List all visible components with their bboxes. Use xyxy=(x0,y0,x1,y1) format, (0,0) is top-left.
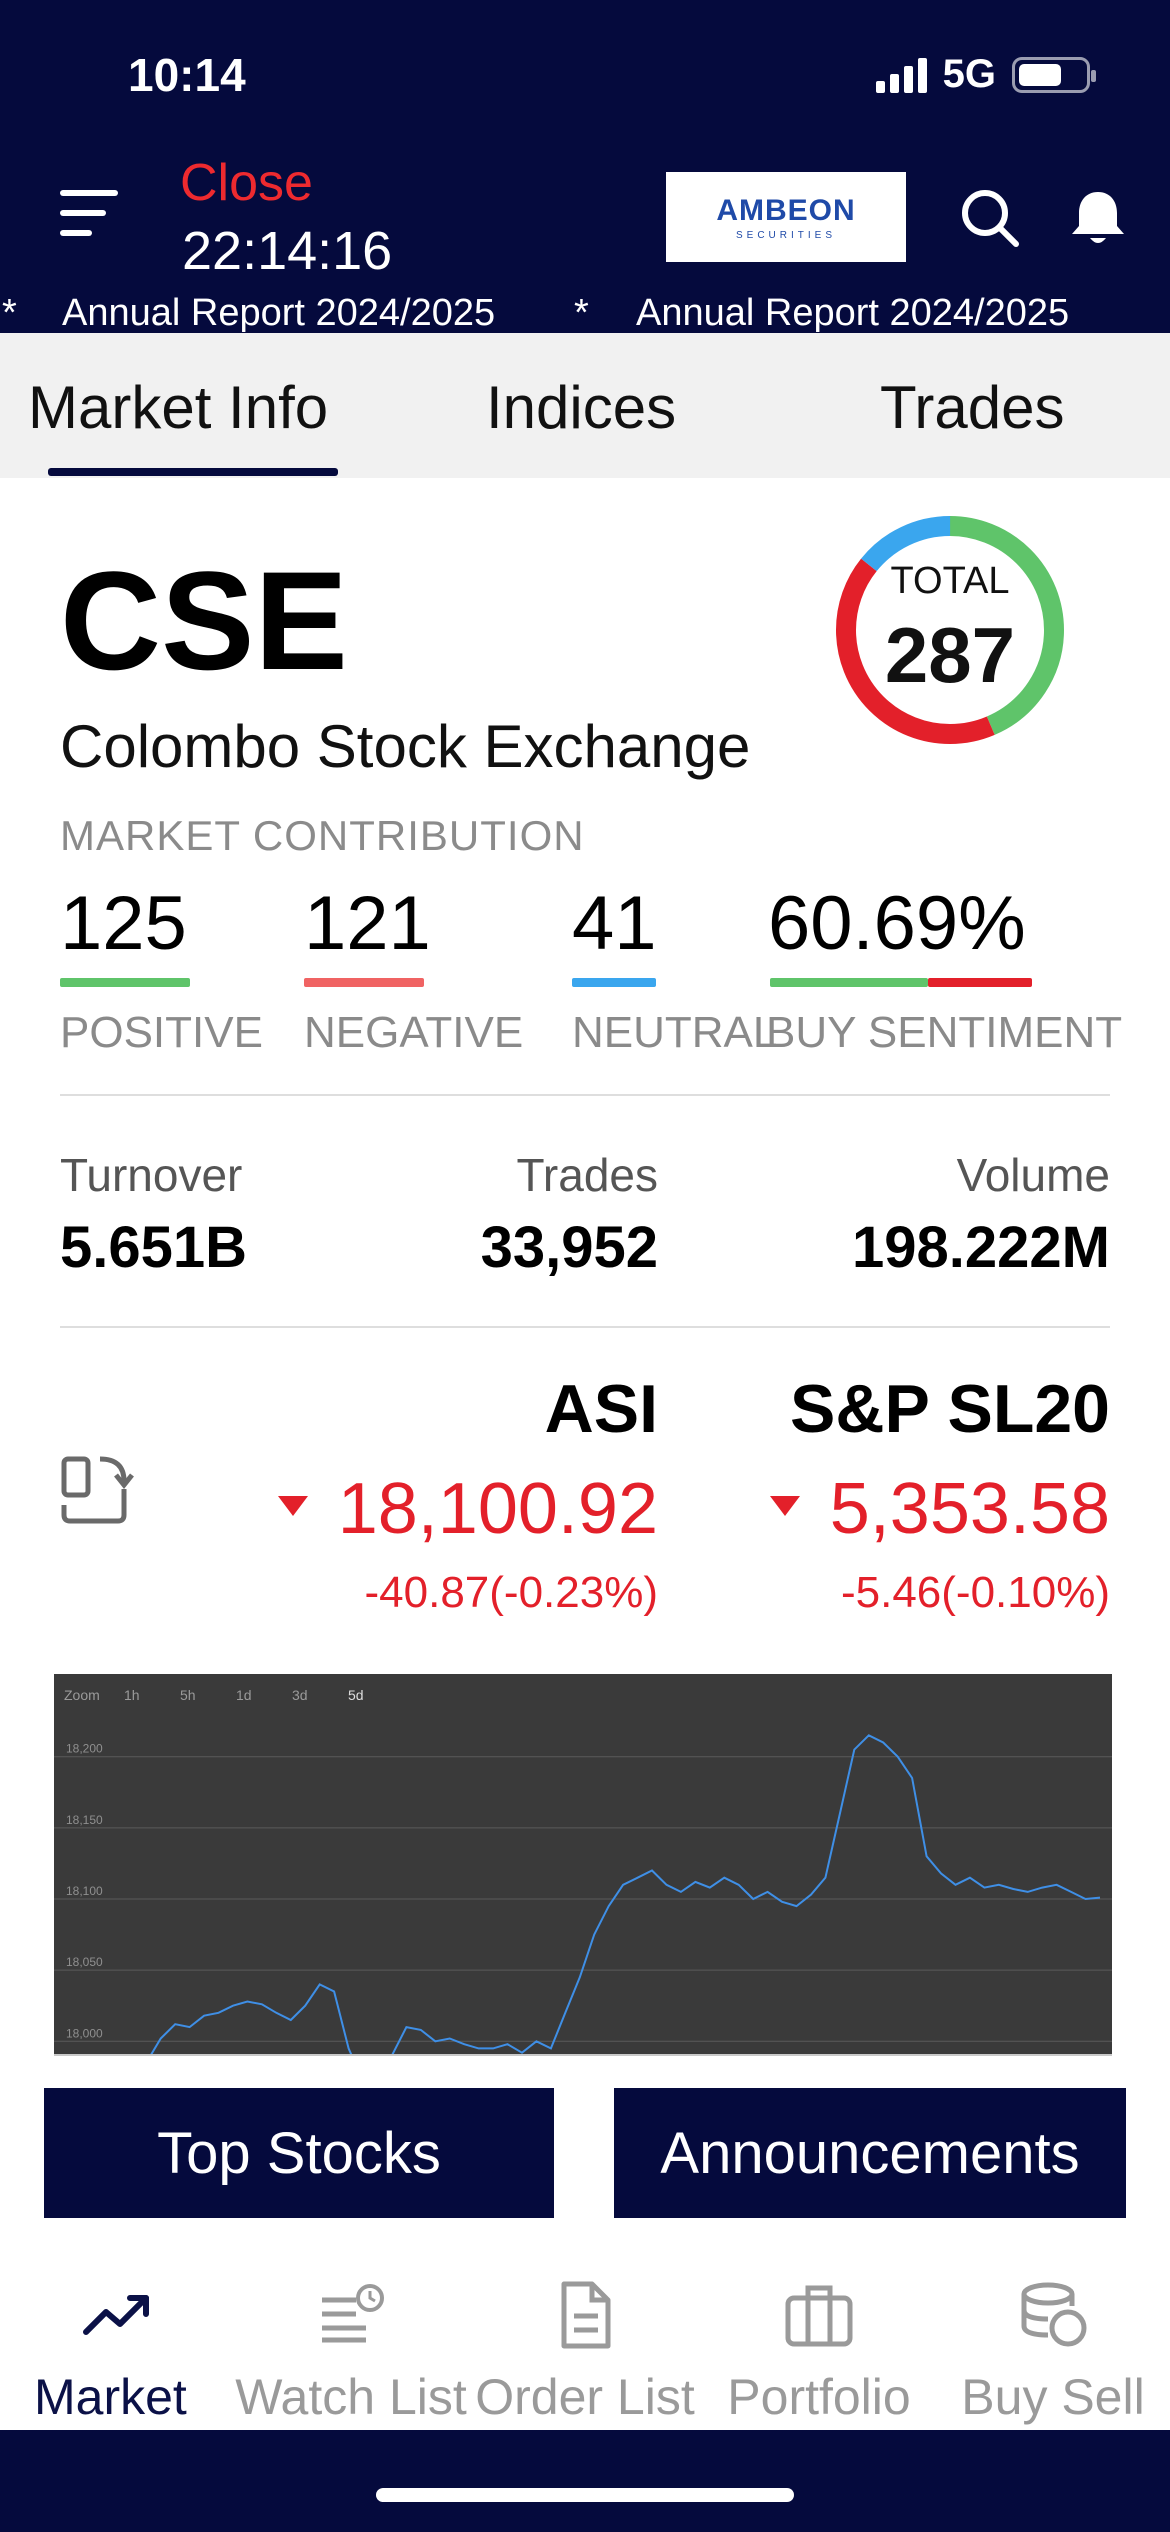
y-tick-label: 18,150 xyxy=(66,1813,103,1827)
neutral-count: 41 xyxy=(572,881,657,966)
briefcase-icon xyxy=(785,2285,853,2347)
zoom-option-1h[interactable]: 1h xyxy=(124,1687,140,1703)
chart-canvas: Zoom 1h 5h 1d 3d 5d 18,200 18,150 18,100 18… xyxy=(54,1687,1112,2054)
down-arrow-icon xyxy=(278,1496,308,1516)
buy-sentiment-label: BUY SENTIMENT xyxy=(766,1008,1123,1057)
zoom-option-3d[interactable]: 3d xyxy=(292,1687,308,1703)
sentiment-bar-buy xyxy=(770,978,928,987)
exchange-name: Colombo Stock Exchange xyxy=(60,713,751,780)
home-indicator[interactable] xyxy=(376,2488,794,2502)
positive-bar xyxy=(60,978,190,987)
positive-count: 125 xyxy=(60,881,187,966)
down-arrow-icon xyxy=(770,1496,800,1516)
asi-series-line xyxy=(88,1734,1101,2054)
y-tick-label: 18,050 xyxy=(66,1955,103,1969)
bell-icon[interactable] xyxy=(1066,186,1130,250)
volume-label: Volume xyxy=(956,1149,1110,1201)
market-contribution-label: MARKET CONTRIBUTION xyxy=(60,812,585,859)
ticker-bullet: * xyxy=(574,292,589,332)
index-change-sl20: -5.46(-0.10%) xyxy=(840,1568,1110,1617)
nav-item-watch-list[interactable]: Watch List xyxy=(234,2250,468,2430)
trades-value: 33,952 xyxy=(480,1215,658,1280)
chart-bottom-border xyxy=(54,2054,1112,2056)
exchange-code: CSE xyxy=(60,542,348,699)
volume-value: 198.222M xyxy=(852,1215,1110,1280)
index-value-sl20: 5,353.58 xyxy=(829,1469,1110,1549)
positive-label: POSITIVE xyxy=(60,1008,263,1057)
nav-item-buy-sell[interactable]: Buy Sell xyxy=(936,2250,1170,2430)
index-name-sl20: S&P SL20 xyxy=(789,1371,1110,1447)
negative-count: 121 xyxy=(304,881,431,966)
nav-label-order-list: Order List xyxy=(475,2369,695,2425)
ticker-bullet: * xyxy=(2,292,17,332)
zoom-option-5d[interactable]: 5d xyxy=(348,1687,364,1703)
negative-label: NEGATIVE xyxy=(304,1008,524,1057)
market-time: 22:14:16 xyxy=(182,221,393,281)
bottom-nav: Market Watch List Order List Portfolio xyxy=(0,2250,1170,2430)
status-time: 10:14 xyxy=(128,49,246,101)
tab-trades[interactable]: Trades xyxy=(880,374,1065,441)
negative-bar xyxy=(304,978,424,987)
announcements-button[interactable]: Announcements xyxy=(614,2088,1126,2218)
menu-icon[interactable] xyxy=(60,190,120,240)
divider xyxy=(60,1094,1110,1096)
tab-bar: Market Info Indices Trades xyxy=(0,333,1170,478)
brand-logo: AMBEON SECURITIES xyxy=(666,172,906,262)
nav-item-market[interactable]: Market xyxy=(0,2250,234,2430)
ticker-item[interactable]: Annual Report 2024/2025 xyxy=(636,292,1070,332)
y-tick-label: 18,200 xyxy=(66,1742,103,1756)
y-tick-label: 18,100 xyxy=(66,1884,103,1898)
tab-market-info[interactable]: Market Info xyxy=(28,374,329,441)
total-label: TOTAL xyxy=(890,560,1010,602)
neutral-bar xyxy=(572,978,656,987)
zoom-label: Zoom xyxy=(64,1687,100,1703)
nav-label-market: Market xyxy=(34,2369,187,2425)
nav-label-buy-sell: Buy Sell xyxy=(961,2369,1145,2425)
index-value-asi: 18,100.92 xyxy=(337,1469,658,1549)
nav-item-portfolio[interactable]: Portfolio xyxy=(702,2250,936,2430)
turnover-label: Turnover xyxy=(60,1149,243,1201)
watch-list-icon xyxy=(322,2284,384,2343)
home-indicator-area xyxy=(0,2430,1170,2532)
nav-item-order-list[interactable]: Order List xyxy=(468,2250,702,2430)
document-icon xyxy=(561,2281,611,2349)
nav-label-watch-list: Watch List xyxy=(235,2369,467,2425)
search-icon[interactable] xyxy=(958,186,1022,250)
trend-up-icon xyxy=(83,2295,149,2335)
news-ticker[interactable]: * Annual Report 2024/2025 * Annual Repor… xyxy=(0,292,1170,332)
market-status: Close xyxy=(180,154,313,212)
coins-icon xyxy=(1021,2282,1087,2347)
index-change-asi: -40.87(-0.23%) xyxy=(364,1568,658,1617)
y-tick-label: 18,000 xyxy=(66,2026,103,2040)
status-icons: 5G xyxy=(875,52,1096,97)
total-count: 287 xyxy=(884,611,1016,699)
divider xyxy=(60,1326,1110,1328)
breadth-donut-chart xyxy=(836,516,1064,744)
swap-index-icon[interactable] xyxy=(60,1455,136,1531)
zoom-option-1d[interactable]: 1d xyxy=(236,1687,252,1703)
neutral-label: NEUTRAL xyxy=(572,1008,778,1057)
zoom-option-5h[interactable]: 5h xyxy=(180,1687,196,1703)
ticker-item[interactable]: Annual Report 2024/2025 xyxy=(62,292,496,332)
nav-label-portfolio: Portfolio xyxy=(727,2369,911,2425)
sentiment-bar-sell xyxy=(928,978,1032,987)
network-label: 5G xyxy=(942,52,996,96)
turnover-value: 5.651B xyxy=(60,1215,248,1280)
app-header: 10:14 5G Close 22:14:16 AMBEON SECURITIE… xyxy=(0,0,1170,333)
top-stocks-button[interactable]: Top Stocks xyxy=(44,2088,554,2218)
active-tab-indicator xyxy=(48,468,338,476)
asi-intraday-chart[interactable]: Zoom 1h 5h 1d 3d 5d 18,200 18,150 18,100 18… xyxy=(54,1674,1112,2054)
trades-label: Trades xyxy=(516,1149,658,1201)
battery-icon xyxy=(1012,56,1096,93)
tab-indices[interactable]: Indices xyxy=(486,374,677,441)
signal-icon xyxy=(875,57,927,93)
buy-sentiment-value: 60.69% xyxy=(768,881,1026,966)
index-name-asi: ASI xyxy=(544,1371,658,1447)
